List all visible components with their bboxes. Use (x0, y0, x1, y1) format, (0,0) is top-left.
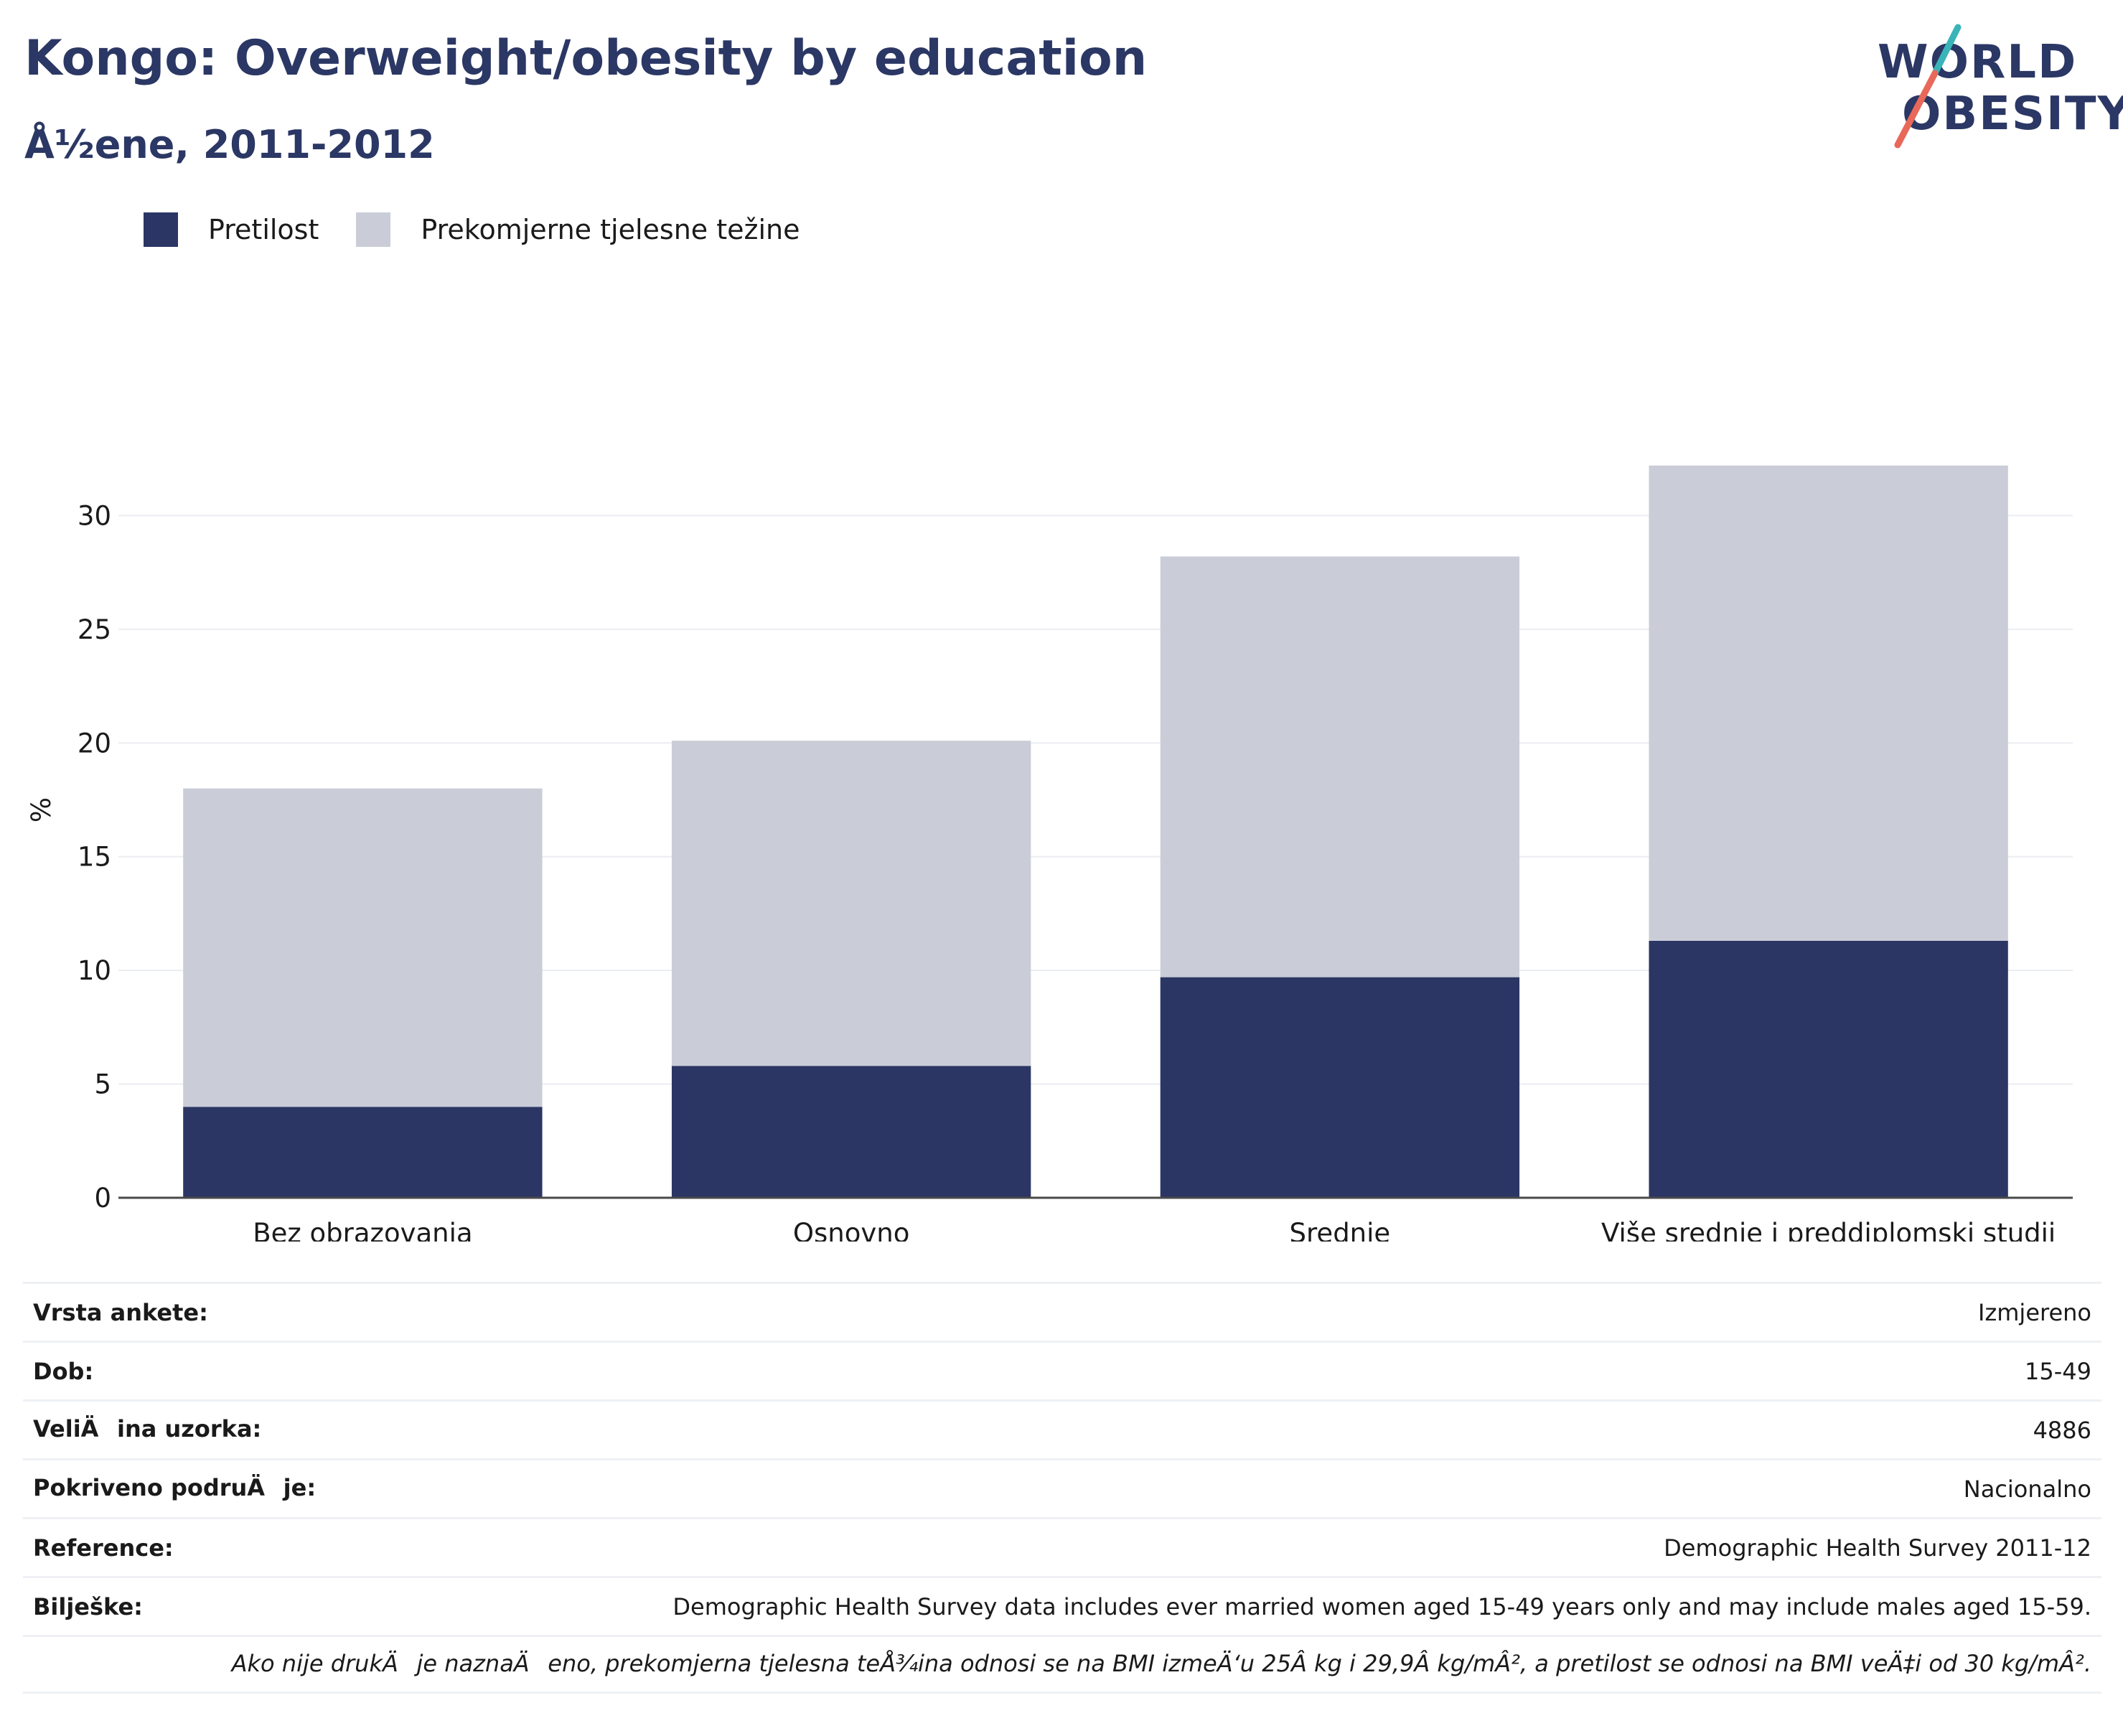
info-key: Pokriveno podruÄje: (33, 1474, 317, 1501)
info-value: Demographic Health Survey 2011-12 (1664, 1534, 2091, 1562)
survey-info-table: Vrsta ankete: Izmjereno Dob: 15-49 VeliÄ… (23, 1282, 2101, 1694)
info-footnote: Ako nije drukÄje naznaÄeno, prekomjern… (23, 1635, 2101, 1694)
legend-swatch-obesity (144, 212, 178, 247)
info-row-reference: Reference: Demographic Health Survey 201… (23, 1517, 2101, 1576)
legend-swatch-overweight (356, 212, 391, 247)
chart-legend: Pretilost Prekomjerne tjelesne težine (144, 212, 838, 247)
legend-item-overweight: Prekomjerne tjelesne težine (356, 212, 800, 247)
y-tick-label: 15 (78, 842, 111, 873)
legend-label-overweight: Prekomjerne tjelesne težine (421, 214, 800, 245)
info-row-coverage: Pokriveno podruÄje: Nacionalno (23, 1458, 2101, 1517)
bar-overweight (671, 741, 1031, 1066)
bar-obesity (1160, 977, 1520, 1198)
info-value: Izmjereno (1978, 1298, 2091, 1326)
bar-overweight (183, 788, 543, 1107)
info-row-sample-size: VeliÄina uzorka: 4886 (23, 1399, 2101, 1458)
x-tick-label: Više srednje i preddiplomski studij (1601, 1218, 2056, 1242)
y-tick-label: 10 (78, 955, 111, 986)
info-value: 15-49 (2025, 1357, 2091, 1385)
y-tick-label: 25 (78, 614, 111, 645)
bar-overweight (1160, 556, 1520, 977)
x-tick-label: Srednje (1290, 1218, 1391, 1242)
bar-obesity (183, 1107, 543, 1198)
logo-word-2: OBESITY (1902, 88, 2123, 141)
info-key: Reference: (33, 1534, 174, 1562)
bar-chart: 0 5 10 15 20 25 30% Bez obrazovanja Osnovno Sredn… (26, 465, 2073, 1242)
logo-slash-icon (1894, 24, 1962, 149)
bar-obesity (1649, 940, 2008, 1198)
x-tick-label: Bez obrazovanja (253, 1218, 472, 1242)
x-tick-label: Osnovno (793, 1218, 909, 1242)
chart-subtitle: Å½ene, 2011-2012 (24, 122, 435, 167)
logo-word-1: WORLD (1878, 36, 2078, 89)
info-row-age: Dob: 15-49 (23, 1341, 2101, 1399)
y-tick-label: 0 (94, 1183, 111, 1214)
y-tick-label: 20 (78, 728, 111, 759)
footnote-text: Ako nije drukÄje naznaÄeno, prekomjern… (231, 1649, 2091, 1677)
chart-title: Kongo: Overweight/obesity by education (24, 30, 1148, 87)
y-axis-label: % (26, 797, 57, 822)
info-key: Bilješke: (33, 1592, 143, 1620)
info-row-survey-type: Vrsta ankete: Izmjereno (23, 1282, 2101, 1341)
info-value: Nacionalno (1963, 1475, 2091, 1503)
info-key: Vrsta ankete: (33, 1298, 208, 1326)
info-row-notes: Bilješke: Demographic Health Survey data… (23, 1576, 2101, 1635)
info-key: Dob: (33, 1357, 94, 1385)
world-obesity-logo: WORLD OBESITY (1866, 22, 2123, 151)
bar-overweight (1649, 465, 2008, 941)
info-value: Demographic Health Survey data includes … (672, 1592, 2091, 1620)
legend-item-obesity: Pretilost (144, 212, 319, 247)
y-tick-label: 30 (78, 500, 111, 531)
y-tick-label: 5 (94, 1069, 111, 1100)
info-key: VeliÄina uzorka: (33, 1415, 262, 1442)
info-value: 4886 (2033, 1416, 2091, 1444)
legend-label-obesity: Pretilost (208, 214, 319, 245)
bar-obesity (671, 1066, 1031, 1198)
